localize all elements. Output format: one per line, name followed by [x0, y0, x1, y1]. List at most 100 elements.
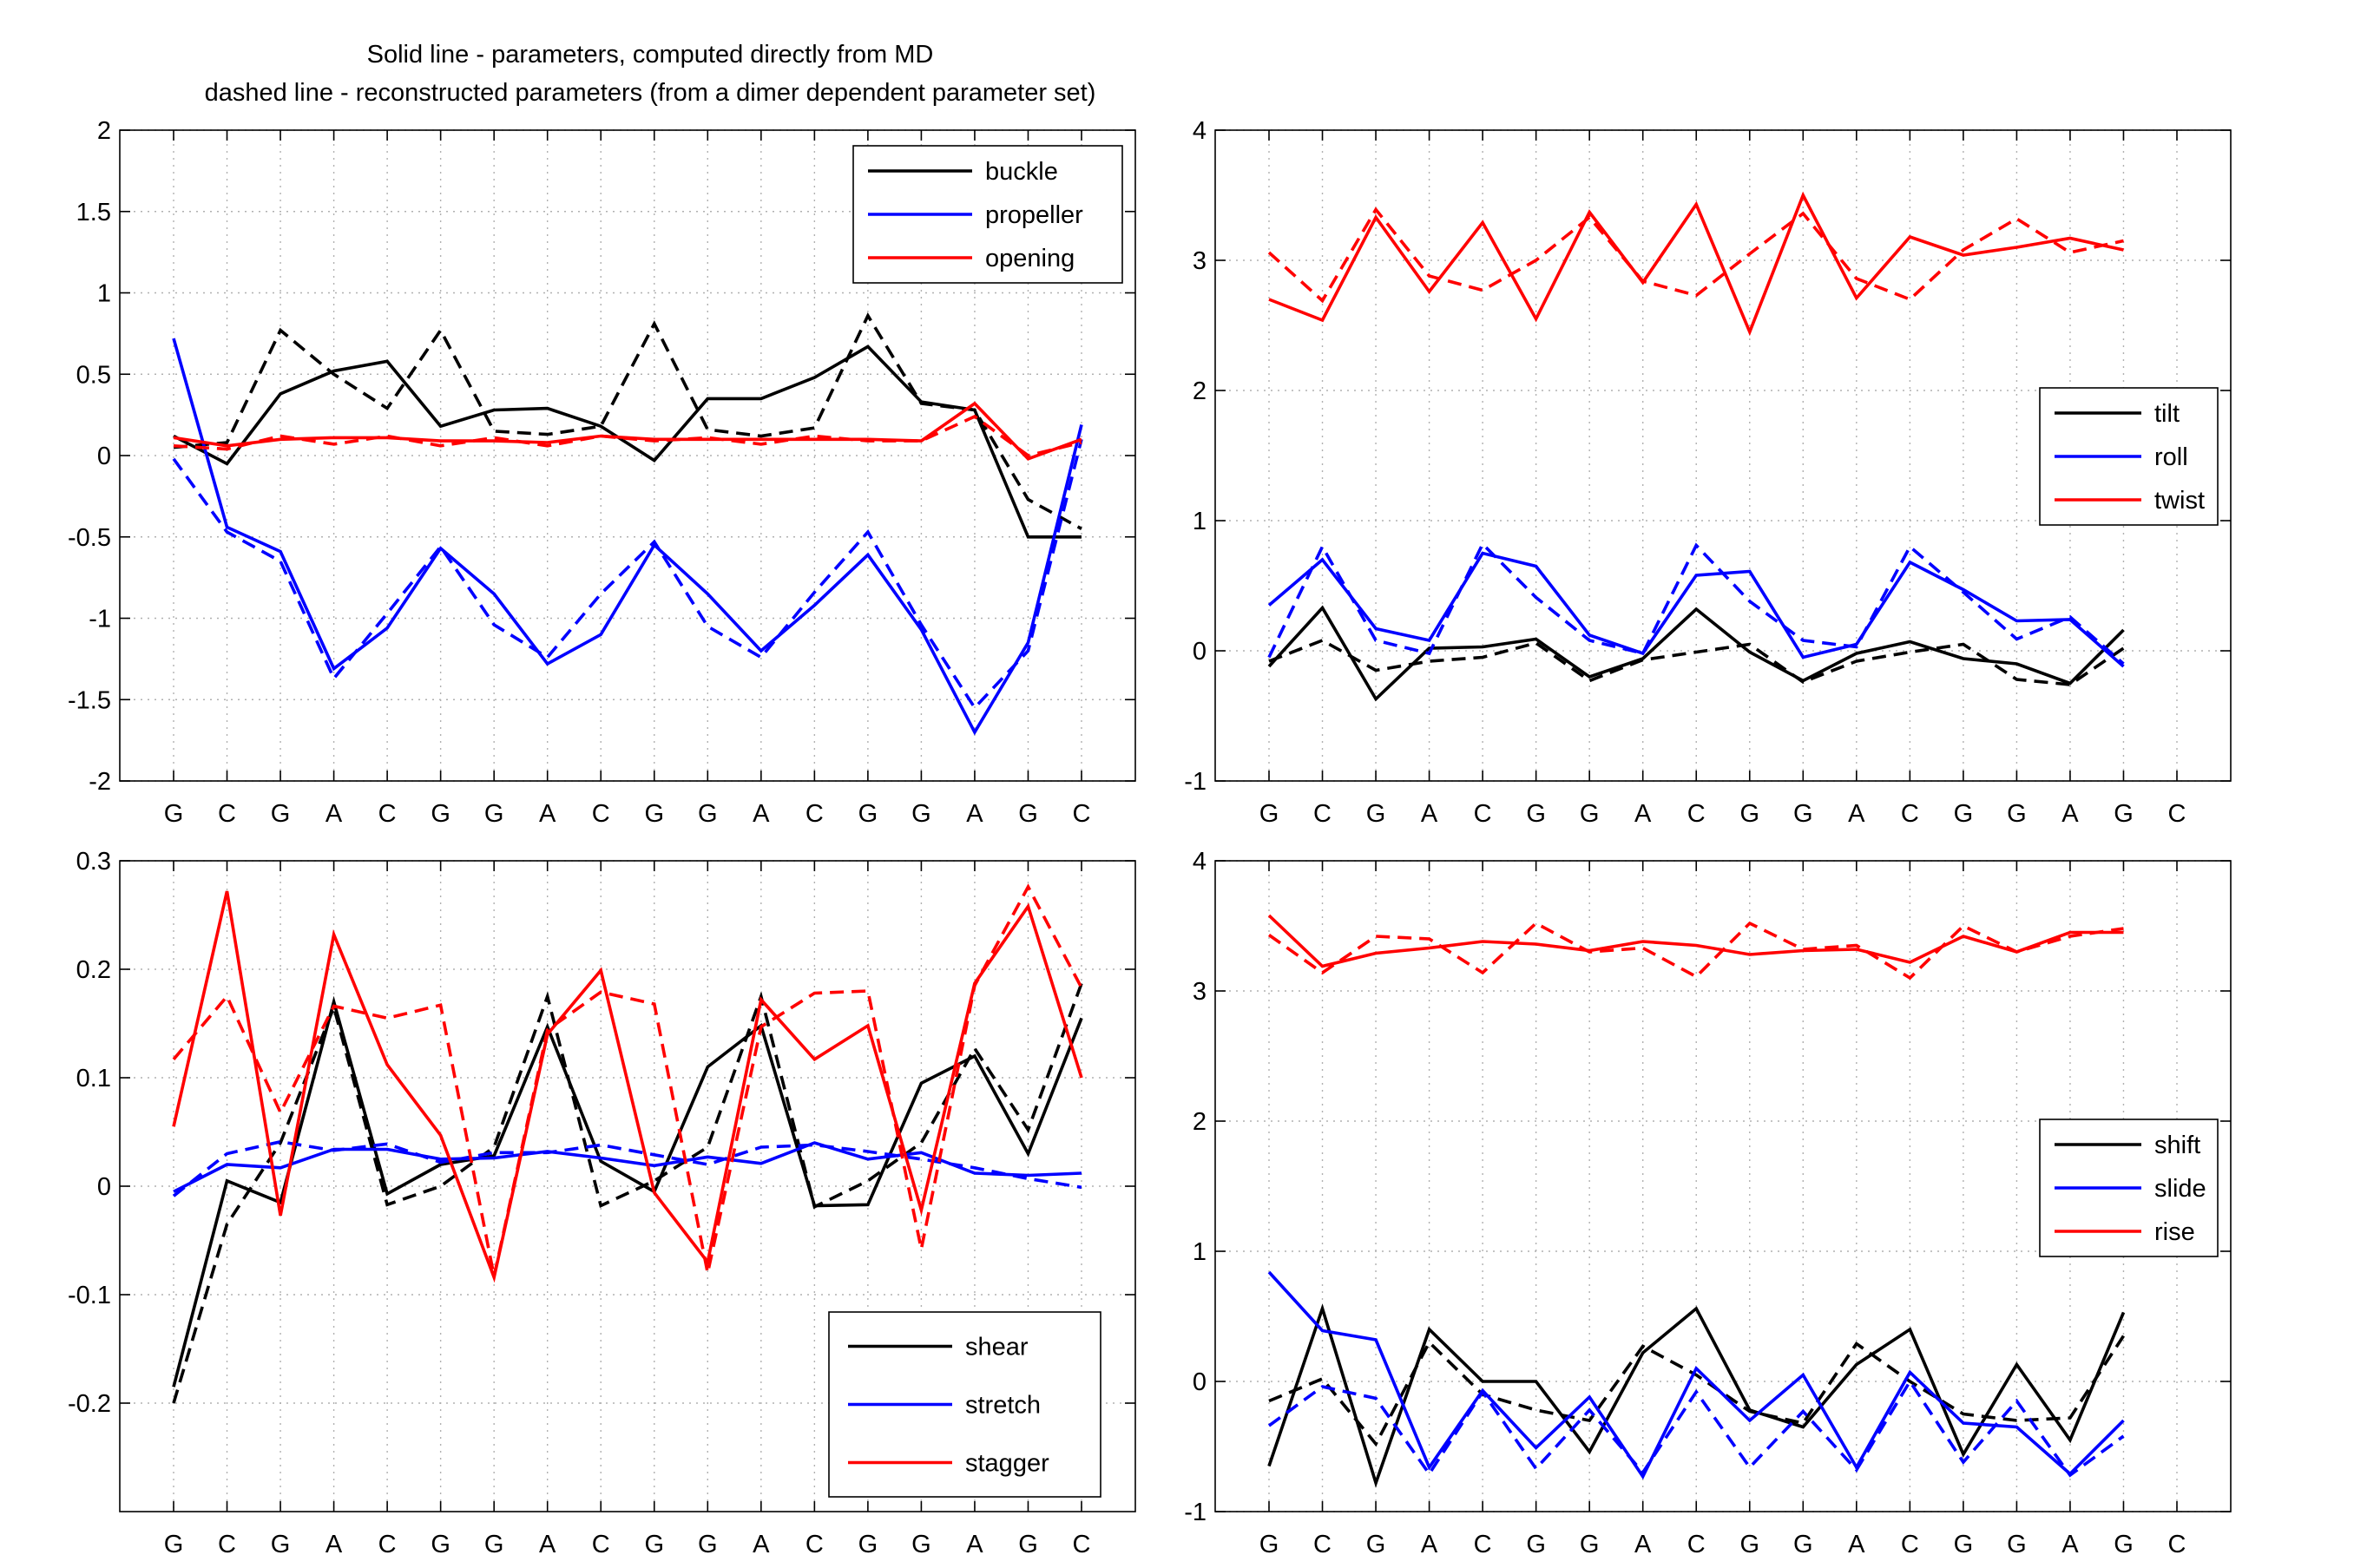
- x-tick-label: G: [271, 800, 291, 828]
- x-tick-label: G: [484, 800, 504, 828]
- x-tick-label: C: [1901, 1531, 1919, 1558]
- x-tick-label: G: [1366, 800, 1386, 828]
- axes-box: [1214, 860, 2232, 1512]
- y-tick-label: 0.3: [76, 848, 111, 876]
- x-tick-label: C: [1901, 800, 1919, 828]
- x-tick-label: A: [1848, 800, 1865, 828]
- x-tick-label: G: [1259, 800, 1279, 828]
- series-line-opening-solid: [173, 401, 1082, 461]
- x-tick-label: C: [592, 1531, 610, 1558]
- figure-title-line-1: Solid line - parameters, computed direct…: [367, 41, 934, 69]
- y-tick-label: 1: [1193, 508, 1207, 535]
- x-tick-label: G: [1018, 800, 1038, 828]
- y-tick-label: 3: [1193, 978, 1207, 1006]
- x-tick-label: G: [431, 1531, 450, 1558]
- series-line-stagger-solid: [172, 890, 1083, 1283]
- series-line-buckle-solid: [173, 344, 1082, 539]
- x-tick-label: A: [1421, 1531, 1438, 1558]
- legend-label-stretch: stretch: [965, 1392, 1041, 1420]
- x-tick-label: G: [164, 800, 184, 828]
- series-line-rise-dashed: [1267, 921, 2124, 981]
- legend-label-stagger: stagger: [965, 1450, 1049, 1478]
- y-tick-label: 0: [1193, 638, 1207, 666]
- series-line-propeller-solid: [172, 338, 1083, 736]
- y-tick-label: -2: [89, 768, 111, 796]
- legend-label-twist: twist: [2154, 487, 2205, 515]
- y-tick-label: 0.5: [76, 361, 111, 389]
- legend-label-tilt: tilt: [2154, 400, 2180, 428]
- series-line-propeller-dashed: [172, 438, 1083, 711]
- x-tick-label: C: [378, 800, 397, 828]
- x-tick-label: G: [1954, 1531, 1974, 1558]
- series-line-shear-dashed: [172, 982, 1083, 1404]
- series-line-slide-dashed: [1267, 1378, 2125, 1478]
- x-tick-label: C: [2168, 1531, 2186, 1558]
- x-tick-label: G: [858, 1531, 878, 1558]
- axes-box: [1214, 129, 2232, 782]
- y-tick-label: 0: [97, 443, 111, 470]
- legend-label-opening: opening: [985, 245, 1075, 272]
- x-tick-label: C: [1474, 1531, 1492, 1558]
- series-line-stretch-solid: [173, 1141, 1082, 1193]
- x-tick-label: C: [805, 800, 824, 828]
- x-tick-label: G: [2007, 1531, 2027, 1558]
- x-tick-label: C: [378, 1531, 397, 1558]
- series-line-roll-dashed: [1267, 541, 2125, 666]
- legend: tilt roll twist: [2039, 387, 2219, 526]
- y-tick-label: 0: [1193, 1368, 1207, 1396]
- x-tick-label: C: [1687, 1531, 1706, 1558]
- x-tick-label: C: [218, 800, 236, 828]
- x-tick-label: G: [164, 1531, 184, 1558]
- series-line-slide-solid: [1267, 1270, 2125, 1480]
- x-tick-label: G: [858, 800, 878, 828]
- x-tick-label: G: [1580, 1531, 1600, 1558]
- x-tick-label: C: [592, 800, 610, 828]
- x-tick-label: G: [1018, 1531, 1038, 1558]
- x-tick-label: G: [1526, 800, 1546, 828]
- x-tick-label: G: [1259, 1531, 1279, 1558]
- series-line-roll-solid: [1267, 551, 2125, 668]
- x-tick-label: G: [2114, 800, 2134, 828]
- x-tick-label: C: [805, 1531, 824, 1558]
- series-line-shear-solid: [172, 995, 1083, 1388]
- series-line-stretch-dashed: [172, 1139, 1082, 1197]
- x-tick-label: C: [218, 1531, 236, 1558]
- x-tick-label: A: [1634, 800, 1652, 828]
- y-tick-label: 2: [1193, 377, 1207, 405]
- x-tick-label: G: [484, 1531, 504, 1558]
- x-tick-label: A: [325, 1531, 343, 1558]
- x-tick-label: G: [698, 1531, 718, 1558]
- legend-label-rise: rise: [2154, 1218, 2195, 1246]
- x-tick-label: A: [1848, 1531, 1865, 1558]
- x-tick-label: A: [2061, 1531, 2079, 1558]
- y-tick-label: -1: [1184, 768, 1207, 796]
- x-tick-label: G: [1954, 800, 1974, 828]
- legend-label-shift: shift: [2154, 1132, 2200, 1159]
- x-tick-label: G: [271, 1531, 291, 1558]
- y-tick-label: 2: [97, 117, 111, 145]
- x-tick-label: C: [1313, 1531, 1332, 1558]
- x-tick-label: A: [753, 800, 770, 828]
- series-line-rise-solid: [1267, 914, 2124, 968]
- x-tick-label: G: [644, 1531, 664, 1558]
- y-tick-label: -0.5: [68, 524, 111, 552]
- x-tick-label: G: [911, 800, 931, 828]
- y-tick-label: -1: [89, 606, 111, 633]
- y-tick-label: -1: [1184, 1499, 1207, 1526]
- x-tick-label: C: [2168, 800, 2186, 828]
- y-tick-label: 1: [1193, 1238, 1207, 1266]
- y-tick-label: 4: [1193, 117, 1207, 145]
- x-tick-label: A: [1421, 800, 1438, 828]
- y-tick-label: 2: [1193, 1108, 1207, 1136]
- x-tick-label: A: [966, 1531, 983, 1558]
- series-line-tilt-solid: [1267, 605, 2125, 702]
- series-line-stagger-dashed: [172, 883, 1083, 1277]
- y-tick-label: 0: [97, 1173, 111, 1201]
- panel-bottom-left: -0.2 -0.1 0 0.1 0.2 0.3 G C G A C G G A C G G A C G G A G Cshea…: [68, 848, 1136, 1558]
- legend-label-roll: roll: [2154, 443, 2188, 471]
- y-tick-label: -0.2: [68, 1390, 111, 1418]
- x-tick-label: G: [911, 1531, 931, 1558]
